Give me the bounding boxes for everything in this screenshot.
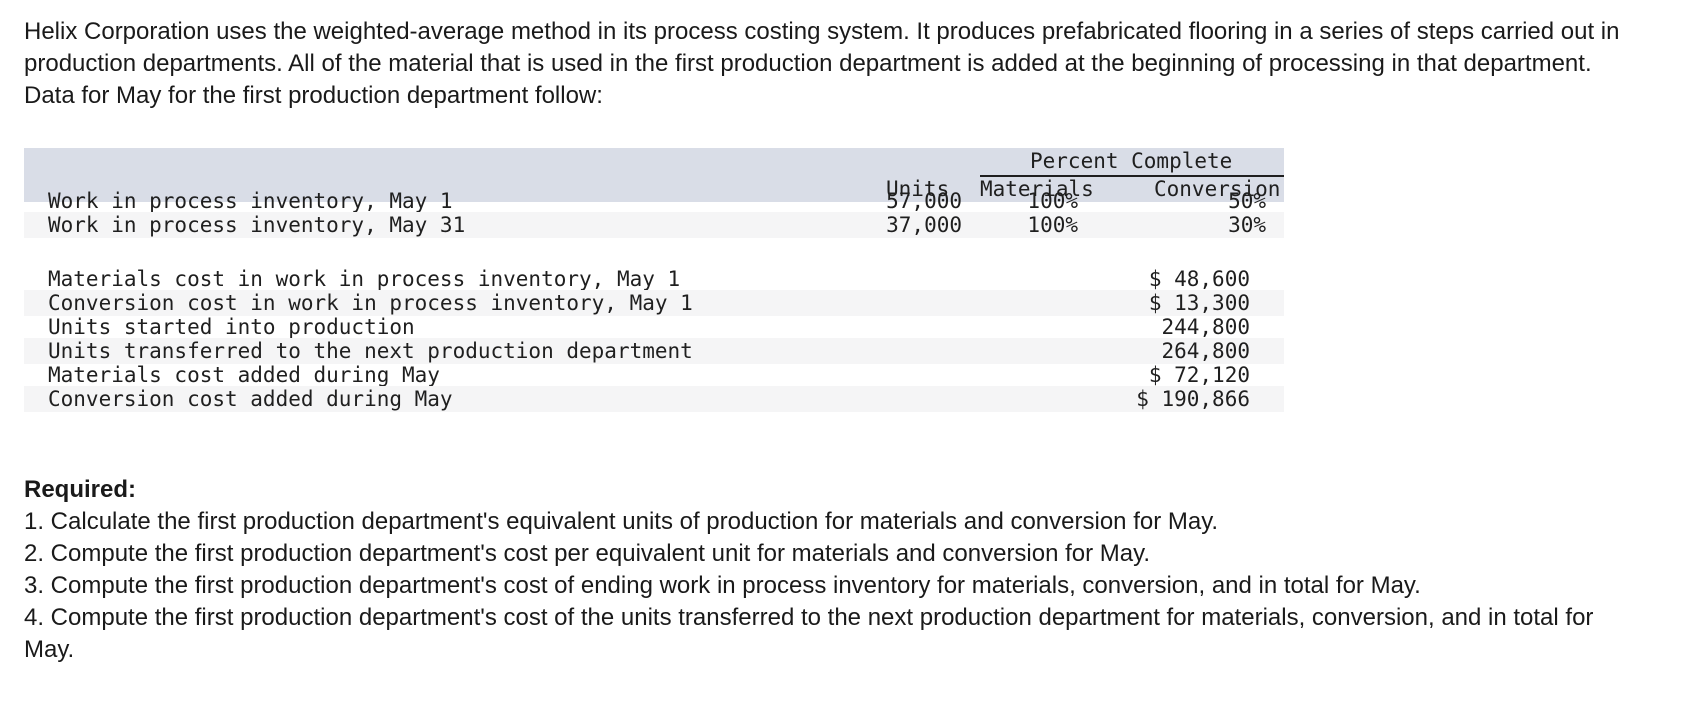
required-section: Required: 1. Calculate the first product… <box>24 474 1644 666</box>
units-column-header: Units <box>886 177 950 201</box>
row-value: $ 13,300 <box>1148 291 1250 315</box>
row-label: Materials cost in work in process invent… <box>48 267 681 291</box>
units-value: 57,000 <box>886 189 962 213</box>
row-value: $ 190,866 <box>1136 387 1250 411</box>
row-label: Conversion cost added during May <box>48 387 453 411</box>
wip-row-may-1: Work in process inventory, May 1 57,000 … <box>24 188 1284 214</box>
materials-column-header: Materials <box>980 177 1094 201</box>
row-label: Units started into production <box>48 315 415 339</box>
table-header: Percent Complete Units Materials Convers… <box>24 148 1284 202</box>
problem-intro: Helix Corporation uses the weighted-aver… <box>24 18 1620 109</box>
row-value: 264,800 <box>1161 339 1250 363</box>
materials-percent: 100% <box>1027 189 1078 213</box>
percent-complete-header: Percent Complete <box>1030 149 1233 173</box>
row-value: $ 48,600 <box>1148 267 1250 291</box>
row-value: 244,800 <box>1161 315 1250 339</box>
cost-row: Conversion cost added during May $ 190,8… <box>24 386 1284 412</box>
row-label: Conversion cost in work in process inven… <box>48 291 693 315</box>
materials-percent: 100% <box>1027 213 1078 237</box>
units-value: 37,000 <box>886 213 962 237</box>
row-label: Materials cost added during May <box>48 363 440 387</box>
row-label: Work in process inventory, May 1 <box>48 189 453 213</box>
row-label: Units transferred to the next production… <box>48 339 693 363</box>
row-value: $ 72,120 <box>1148 363 1250 387</box>
cost-row: Materials cost in work in process invent… <box>24 266 1284 292</box>
required-item: 3. Compute the first production departme… <box>24 572 1421 599</box>
required-item: 4. Compute the first production departme… <box>24 604 1594 663</box>
cost-row: Conversion cost in work in process inven… <box>24 290 1284 316</box>
required-item: 1. Calculate the first production depart… <box>24 508 1219 535</box>
conversion-percent: 30% <box>1228 213 1266 237</box>
required-item: 2. Compute the first production departme… <box>24 540 1151 567</box>
percent-complete-underline <box>980 175 1284 177</box>
required-heading: Required: <box>24 476 137 503</box>
cost-row: Units transferred to the next production… <box>24 338 1284 364</box>
wip-row-may-31: Work in process inventory, May 31 37,000… <box>24 212 1284 238</box>
conversion-percent: 50% <box>1228 189 1266 213</box>
cost-row: Materials cost added during May $ 72,120 <box>24 362 1284 388</box>
conversion-column-header: Conversion <box>1154 177 1281 201</box>
cost-row: Units started into production 244,800 <box>24 314 1284 340</box>
row-label: Work in process inventory, May 31 <box>48 213 466 237</box>
